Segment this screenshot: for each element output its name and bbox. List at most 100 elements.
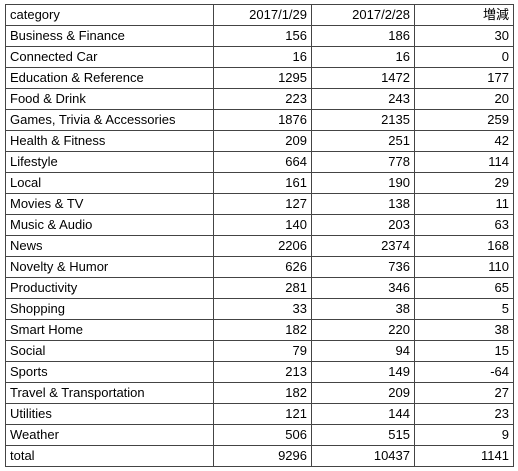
cell-value: 114 (414, 151, 514, 173)
table-row: Smart Home 182 220 38 (5, 319, 514, 341)
cell-value: 9296 (213, 445, 312, 467)
cell-value: 626 (213, 256, 312, 278)
cell-label: Connected Car (5, 46, 214, 68)
cell-value: 149 (311, 361, 415, 383)
cell-value: 209 (213, 130, 312, 152)
table-row: Local 161 190 29 (5, 172, 514, 194)
cell-value: 20 (414, 88, 514, 110)
table-row: News 2206 2374 168 (5, 235, 514, 257)
cell-value: 23 (414, 403, 514, 425)
cell-value: 156 (213, 25, 312, 47)
cell-label: Business & Finance (5, 25, 214, 47)
cell-value: 127 (213, 193, 312, 215)
cell-value: 63 (414, 214, 514, 236)
cell-label: total (5, 445, 214, 467)
cell-value: 1472 (311, 67, 415, 89)
cell-value: 33 (213, 298, 312, 320)
cell-label: Weather (5, 424, 214, 446)
table-row: Games, Trivia & Accessories 1876 2135 259 (5, 109, 514, 131)
cell-value: 16 (213, 46, 312, 68)
table-row: Food & Drink 223 243 20 (5, 88, 514, 110)
cell-label: Sports (5, 361, 214, 383)
cell-value: 177 (414, 67, 514, 89)
cell-value: 778 (311, 151, 415, 173)
cell-value: 223 (213, 88, 312, 110)
table-row: Social 79 94 15 (5, 340, 514, 362)
cell-value: 736 (311, 256, 415, 278)
cell-label: category (5, 4, 214, 26)
cell-value: 182 (213, 382, 312, 404)
table-row: Travel & Transportation 182 209 27 (5, 382, 514, 404)
cell-value: 30 (414, 25, 514, 47)
cell-label: Music & Audio (5, 214, 214, 236)
cell-value: 2017/2/28 (311, 4, 415, 26)
cell-label: Smart Home (5, 319, 214, 341)
cell-label: Social (5, 340, 214, 362)
cell-value: 664 (213, 151, 312, 173)
cell-value: 2374 (311, 235, 415, 257)
cell-value: 138 (311, 193, 415, 215)
cell-value: 2206 (213, 235, 312, 257)
cell-label: Games, Trivia & Accessories (5, 109, 214, 131)
table-row: Productivity 281 346 65 (5, 277, 514, 299)
table-row: Education & Reference 1295 1472 177 (5, 67, 514, 89)
cell-value: 38 (414, 319, 514, 341)
cell-label: Productivity (5, 277, 214, 299)
cell-value: 1141 (414, 445, 514, 467)
cell-value: 144 (311, 403, 415, 425)
cell-value: 515 (311, 424, 415, 446)
cell-value: 121 (213, 403, 312, 425)
cell-value: 203 (311, 214, 415, 236)
cell-value: 65 (414, 277, 514, 299)
data-table: category 2017/1/29 2017/2/28 増減 Business & F… (5, 4, 514, 467)
cell-value: 110 (414, 256, 514, 278)
cell-label: Health & Fitness (5, 130, 214, 152)
table-row: Music & Audio 140 203 63 (5, 214, 514, 236)
table-row: Connected Car 16 16 0 (5, 46, 514, 68)
cell-value: 161 (213, 172, 312, 194)
cell-value: 38 (311, 298, 415, 320)
cell-label: Shopping (5, 298, 214, 320)
table-row: Utilities 121 144 23 (5, 403, 514, 425)
cell-value: 11 (414, 193, 514, 215)
cell-value: 281 (213, 277, 312, 299)
cell-value: 94 (311, 340, 415, 362)
cell-label: Food & Drink (5, 88, 214, 110)
table-row: total 9296 10437 1141 (5, 445, 514, 467)
cell-value: 29 (414, 172, 514, 194)
cell-label: Utilities (5, 403, 214, 425)
cell-value: 213 (213, 361, 312, 383)
table-row: Shopping 33 38 5 (5, 298, 514, 320)
table-row: Health & Fitness 209 251 42 (5, 130, 514, 152)
cell-value: 346 (311, 277, 415, 299)
cell-value: 506 (213, 424, 312, 446)
cell-value: 10437 (311, 445, 415, 467)
cell-value: 251 (311, 130, 415, 152)
cell-label: Movies & TV (5, 193, 214, 215)
cell-value: 42 (414, 130, 514, 152)
cell-value: 2135 (311, 109, 415, 131)
cell-label: Novelty & Humor (5, 256, 214, 278)
cell-value: 27 (414, 382, 514, 404)
table-row: Novelty & Humor 626 736 110 (5, 256, 514, 278)
cell-value: 16 (311, 46, 415, 68)
cell-value: 140 (213, 214, 312, 236)
cell-label: Lifestyle (5, 151, 214, 173)
cell-label: Education & Reference (5, 67, 214, 89)
cell-value: 182 (213, 319, 312, 341)
table-body: category 2017/1/29 2017/2/28 増減 Business & F… (5, 4, 514, 467)
cell-value: 168 (414, 235, 514, 257)
cell-value: 9 (414, 424, 514, 446)
table-row: Lifestyle 664 778 114 (5, 151, 514, 173)
cell-value: 209 (311, 382, 415, 404)
table-row: Movies & TV 127 138 11 (5, 193, 514, 215)
cell-value: 259 (414, 109, 514, 131)
cell-value: -64 (414, 361, 514, 383)
table-row: Weather 506 515 9 (5, 424, 514, 446)
cell-label: News (5, 235, 214, 257)
cell-value: 243 (311, 88, 415, 110)
cell-value: 1295 (213, 67, 312, 89)
cell-value: 190 (311, 172, 415, 194)
cell-value: 15 (414, 340, 514, 362)
